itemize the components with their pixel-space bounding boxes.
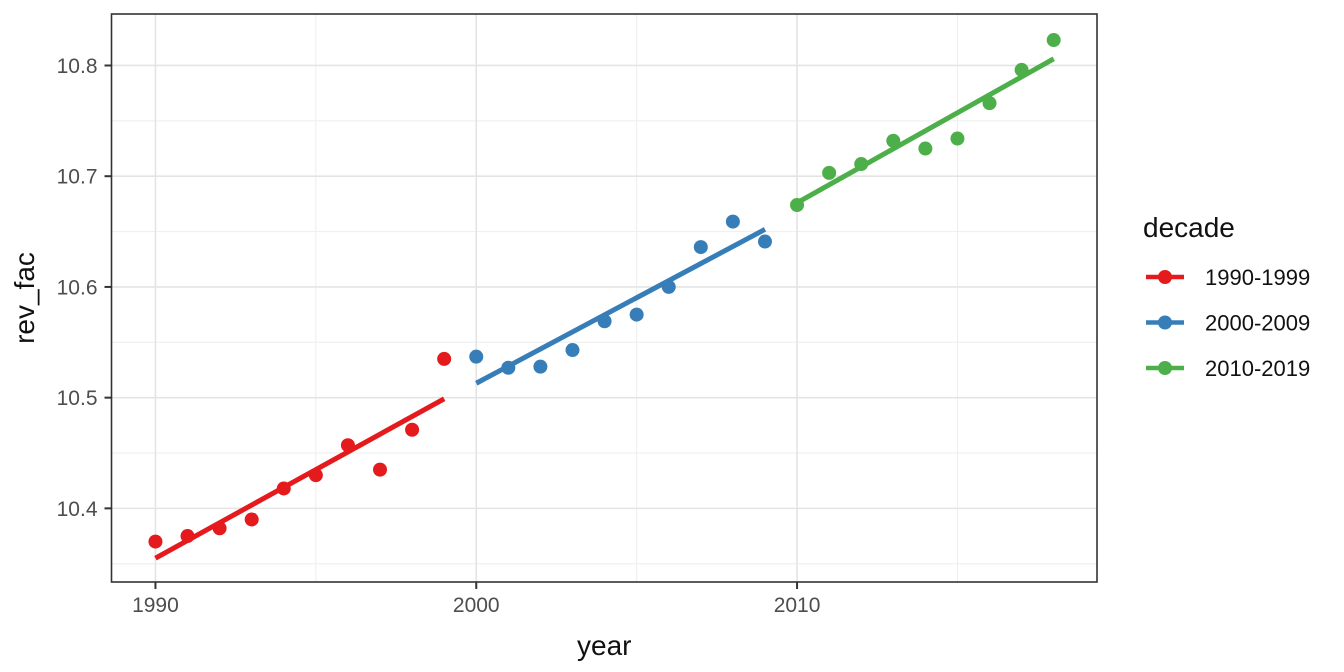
axis-ticks: 1990 2000 2010 10.4 10.5 10.6 10.7 10.8 [57,55,821,617]
legend-item-label: 1990-1999 [1205,265,1310,290]
legend-key-dot [1158,361,1172,375]
data-point [822,165,837,180]
data-point [725,214,740,229]
legend-key-dot [1158,270,1172,284]
data-point [950,131,965,146]
y-axis-title: rev_fac [9,252,40,344]
y-tick-label: 10.6 [57,276,98,299]
legend-title: decade [1143,212,1235,243]
data-point [244,512,259,527]
trend-line-1990-1999 [154,396,446,561]
series-points-2000-2009 [469,214,772,375]
x-tick-label: 1990 [132,594,179,617]
trend-line-2000-2009 [475,227,767,386]
data-point [405,422,420,437]
y-tick-label: 10.7 [57,166,98,189]
y-tick-label: 10.4 [57,498,98,521]
legend-item-label: 2010-2019 [1205,356,1310,381]
legend-key-dot [1158,315,1172,330]
legend-item-2000-2009: 2000-2009 [1146,311,1310,336]
data-point [469,349,484,364]
data-point [918,141,933,156]
panel-border [110,13,1098,583]
data-point [1046,33,1061,48]
x-axis-title: year [577,630,631,661]
legend-item-label: 2000-2009 [1205,311,1310,336]
trend-line-2010-2019 [795,56,1055,205]
x-tick-label: 2000 [453,594,500,617]
legend-item-1990-1999: 1990-1999 [1146,265,1310,290]
x-tick-label: 2010 [774,594,821,617]
data-point [373,462,388,477]
legend-item-2010-2019: 2010-2019 [1146,356,1310,381]
grid-minor [111,14,1097,582]
data-point [533,359,548,374]
grid-major [111,14,1097,582]
legend: decade 1990-1999 2000-2009 2010-2019 [1143,212,1310,381]
data-point [757,234,772,249]
data-point [437,351,452,366]
data-point [629,307,644,322]
data-point [565,343,580,358]
data-point [693,240,708,255]
y-tick-label: 10.8 [57,55,98,78]
y-tick-label: 10.5 [57,387,98,410]
data-point [148,534,163,549]
